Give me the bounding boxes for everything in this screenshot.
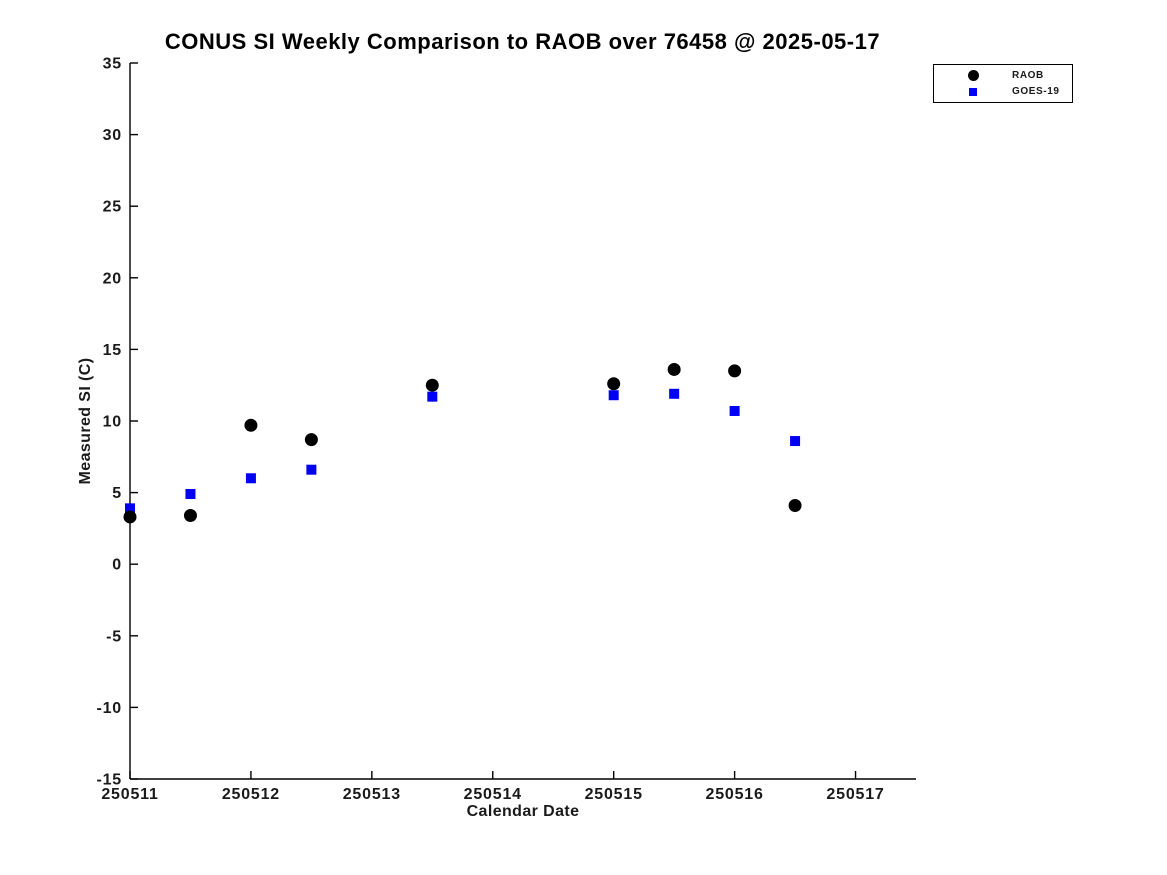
y-tick-label: -5 [106,628,122,645]
y-tick-label: 20 [103,270,122,287]
data-point-raob [667,362,681,376]
data-point-goes-19 [125,503,135,514]
circle-marker-icon [934,70,1012,81]
x-tick-label: 250517 [826,786,884,803]
x-axis-label: Calendar Date [466,803,580,820]
legend-label-raob: RAOB [1012,70,1044,81]
data-point-goes-19 [306,464,317,475]
x-tick-label: 250511 [101,786,158,803]
data-point-raob [788,498,802,512]
chart-title: CONUS SI Weekly Comparison to RAOB over … [164,29,881,54]
y-tick-label: -10 [96,700,122,717]
y-axis-label: Measured SI (C) [77,357,94,485]
y-tick-label: 30 [103,127,122,144]
legend-item-raob: RAOB [934,68,1072,84]
legend-label-goes-19: GOES-19 [1012,86,1060,97]
legend-item-goes-19: GOES-19 [934,84,1072,100]
x-tick-label: 250515 [585,786,643,803]
data-point-raob [304,433,318,447]
data-point-raob [244,418,258,432]
y-tick-label: 25 [103,199,122,216]
y-tick-label: 10 [103,414,122,431]
legend: RAOB GOES-19 [933,64,1073,103]
data-point-raob [607,377,621,391]
data-point-goes-19 [245,473,256,484]
x-tick-label: 250512 [222,786,280,803]
data-point-goes-19 [608,390,619,401]
y-tick-label: 35 [103,56,122,73]
data-point-raob [123,510,137,524]
x-tick-label: 250514 [464,786,522,803]
data-point-goes-19 [185,489,196,500]
data-point-goes-19 [729,405,740,416]
y-tick-label: 0 [112,557,122,574]
y-tick-label: 15 [103,342,122,359]
data-point-raob [728,364,742,378]
data-point-raob [183,509,197,523]
data-point-raob [425,378,439,392]
square-marker-icon [934,87,1012,96]
x-tick-label: 250513 [343,786,401,803]
data-point-goes-19 [790,436,801,447]
y-tick-label: 5 [112,485,122,502]
x-tick-label: 250516 [706,786,764,803]
y-tick-label: -15 [96,772,122,789]
data-point-goes-19 [427,391,438,402]
data-point-goes-19 [669,388,680,399]
